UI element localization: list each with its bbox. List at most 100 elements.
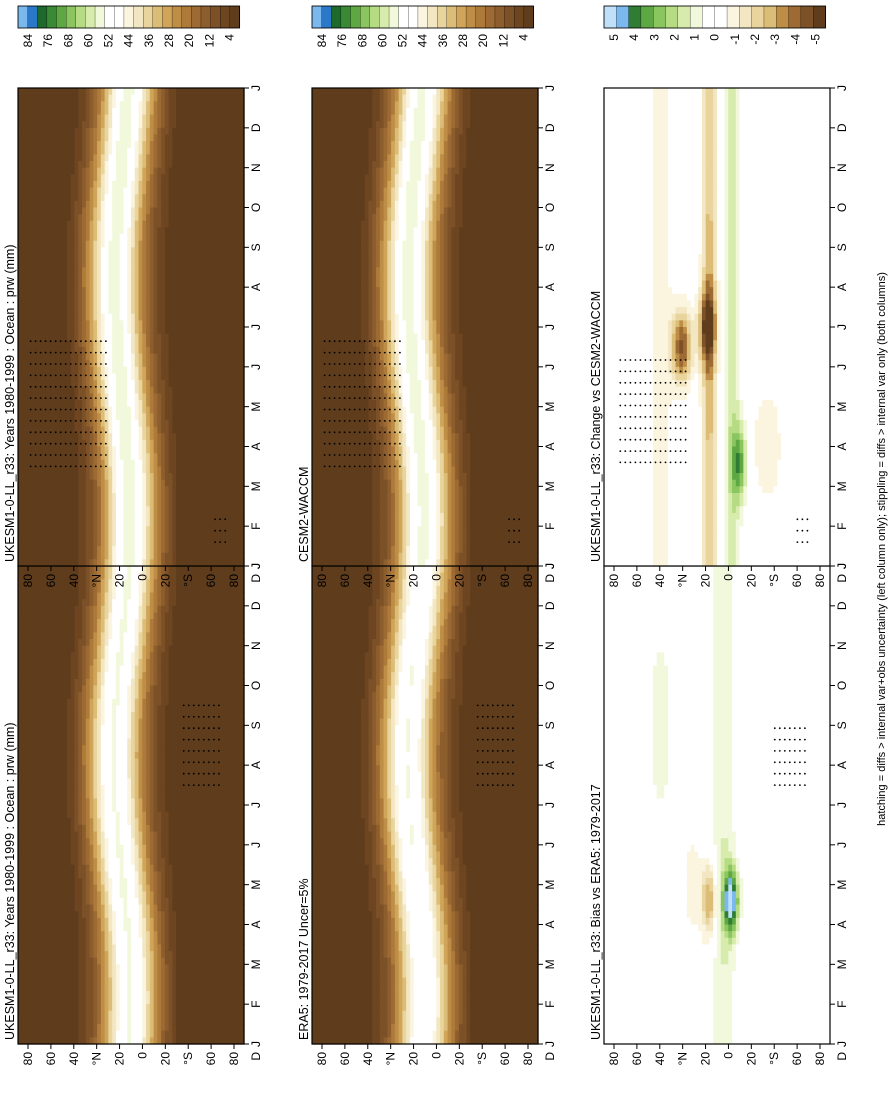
heatmap-cell bbox=[229, 891, 233, 898]
heatmap-cell bbox=[184, 686, 188, 693]
heatmap-cell bbox=[37, 785, 41, 792]
heatmap-cell bbox=[123, 632, 127, 639]
heatmap-cell bbox=[33, 274, 37, 281]
heatmap-cell bbox=[44, 88, 48, 95]
heatmap-cell bbox=[33, 539, 37, 546]
heatmap-cell bbox=[37, 1011, 41, 1018]
heatmap-cell bbox=[86, 739, 90, 746]
heatmap-cell bbox=[37, 194, 41, 201]
heatmap-cell bbox=[108, 865, 112, 872]
heatmap-cell bbox=[210, 998, 214, 1005]
heatmap-cell bbox=[116, 838, 120, 845]
heatmap-cell bbox=[26, 686, 30, 693]
heatmap-cell bbox=[139, 725, 143, 732]
heatmap-cell bbox=[86, 838, 90, 845]
stipple-dot bbox=[193, 773, 195, 775]
heatmap-cell bbox=[90, 911, 94, 918]
heatmap-cell bbox=[127, 865, 131, 872]
heatmap-cell bbox=[127, 772, 131, 779]
heatmap-cell bbox=[29, 865, 33, 872]
heatmap-cell bbox=[221, 573, 225, 580]
heatmap-cell bbox=[71, 905, 75, 912]
heatmap-cell bbox=[41, 480, 45, 487]
stipple-dot bbox=[218, 739, 220, 741]
heatmap-cell bbox=[229, 725, 233, 732]
heatmap-cell bbox=[29, 194, 33, 201]
heatmap-cell bbox=[112, 964, 116, 971]
heatmap-cell bbox=[225, 619, 229, 626]
heatmap-cell bbox=[191, 825, 195, 832]
heatmap-cell bbox=[52, 931, 56, 938]
heatmap-cell bbox=[29, 473, 33, 480]
heatmap-cell bbox=[26, 168, 30, 175]
heatmap-cell bbox=[63, 938, 67, 945]
heatmap-cell bbox=[157, 778, 161, 785]
heatmap-cell bbox=[195, 632, 199, 639]
heatmap-cell bbox=[22, 373, 26, 380]
heatmap-cell bbox=[18, 247, 22, 254]
heatmap-cell bbox=[90, 898, 94, 905]
heatmap-cell bbox=[22, 666, 26, 673]
heatmap-cell bbox=[22, 234, 26, 241]
heatmap-cell bbox=[33, 805, 37, 812]
heatmap-cell bbox=[172, 652, 176, 659]
heatmap-cell bbox=[112, 765, 116, 772]
heatmap-cell bbox=[63, 871, 67, 878]
heatmap-cell bbox=[225, 679, 229, 686]
heatmap-cell bbox=[139, 593, 143, 600]
heatmap-cell bbox=[22, 871, 26, 878]
heatmap-cell bbox=[229, 871, 233, 878]
heatmap-cell bbox=[48, 566, 52, 573]
heatmap-cell bbox=[123, 865, 127, 872]
heatmap-cell bbox=[165, 712, 169, 719]
heatmap-cell bbox=[116, 891, 120, 898]
heatmap-cell bbox=[41, 858, 45, 865]
heatmap-cell bbox=[105, 573, 109, 580]
heatmap-cell bbox=[172, 812, 176, 819]
heatmap-cell bbox=[135, 858, 139, 865]
heatmap-cell bbox=[56, 998, 60, 1005]
heatmap-cell bbox=[191, 925, 195, 932]
heatmap-cell bbox=[120, 639, 124, 646]
heatmap-cell bbox=[37, 765, 41, 772]
heatmap-cell bbox=[225, 732, 229, 739]
heatmap-cell bbox=[105, 659, 109, 666]
heatmap-cell bbox=[93, 606, 97, 613]
heatmap-cell bbox=[67, 599, 71, 606]
heatmap-cell bbox=[101, 905, 105, 912]
heatmap-cell bbox=[41, 885, 45, 892]
heatmap-cell bbox=[203, 798, 207, 805]
heatmap-cell bbox=[105, 832, 109, 839]
heatmap-cell bbox=[37, 161, 41, 168]
heatmap-cell bbox=[123, 858, 127, 865]
heatmap-cell bbox=[63, 699, 67, 706]
heatmap-cell bbox=[135, 1031, 139, 1038]
heatmap-cell bbox=[101, 619, 105, 626]
heatmap-cell bbox=[165, 619, 169, 626]
heatmap-cell bbox=[29, 692, 33, 699]
heatmap-cell bbox=[123, 1031, 127, 1038]
heatmap-cell bbox=[63, 666, 67, 673]
heatmap-cell bbox=[131, 812, 135, 819]
heatmap-cell bbox=[176, 686, 180, 693]
heatmap-cell bbox=[93, 752, 97, 759]
heatmap-cell bbox=[71, 666, 75, 673]
heatmap-cell bbox=[59, 891, 63, 898]
heatmap-cell bbox=[56, 739, 60, 746]
stipple-dot bbox=[193, 727, 195, 729]
heatmap-cell bbox=[172, 732, 176, 739]
heatmap-cell bbox=[82, 745, 86, 752]
heatmap-cell bbox=[101, 792, 105, 799]
heatmap-cell bbox=[120, 606, 124, 613]
heatmap-cell bbox=[37, 978, 41, 985]
heatmap-cell bbox=[165, 885, 169, 892]
heatmap-cell bbox=[18, 865, 22, 872]
heatmap-cell bbox=[172, 772, 176, 779]
heatmap-cell bbox=[233, 1031, 237, 1038]
heatmap-cell bbox=[18, 214, 22, 221]
heatmap-cell bbox=[199, 812, 203, 819]
heatmap-cell bbox=[221, 878, 225, 885]
heatmap-cell bbox=[191, 858, 195, 865]
heatmap-cell bbox=[146, 566, 150, 573]
heatmap-cell bbox=[75, 805, 79, 812]
